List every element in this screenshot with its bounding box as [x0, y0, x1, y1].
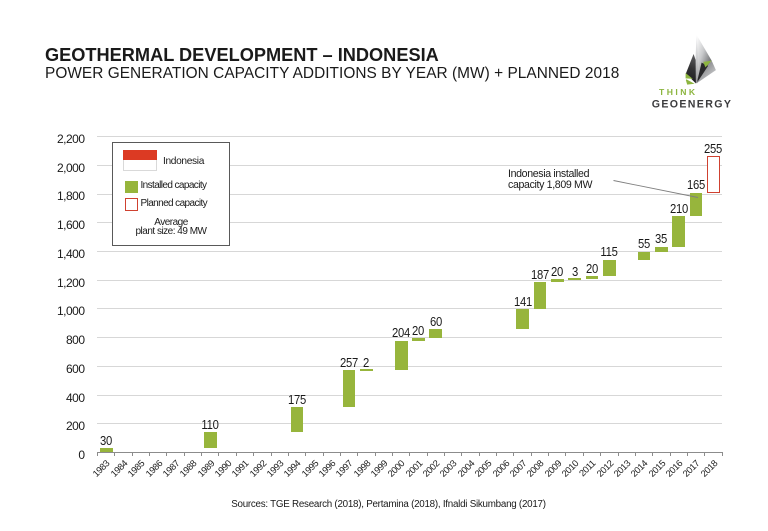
- svg-text:THINK: THINK: [659, 87, 698, 97]
- svg-text:GEOENERGY: GEOENERGY: [652, 99, 732, 111]
